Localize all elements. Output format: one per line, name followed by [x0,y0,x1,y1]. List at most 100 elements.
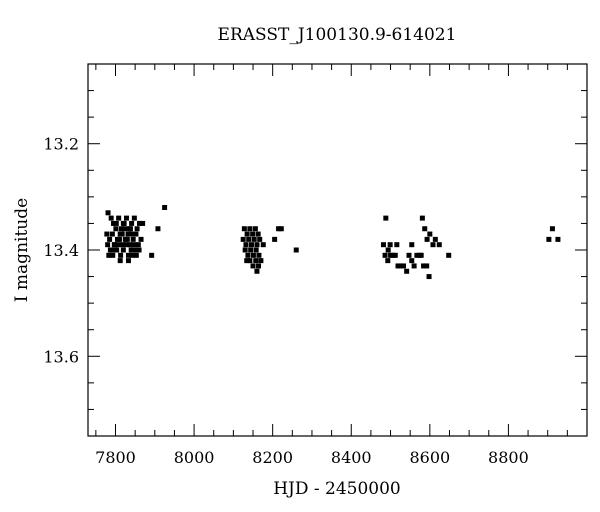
y-axis-title: I magnitude [12,198,32,302]
plot-frame [87,63,588,437]
data-point [123,242,129,248]
data-point [135,242,141,248]
data-point [398,263,404,269]
data-point [382,252,388,258]
data-point [109,231,115,237]
data-point [111,220,117,226]
data-point [427,231,433,237]
data-point [387,242,393,248]
data-point [388,252,394,258]
data-point [118,252,124,258]
data-point [133,252,139,258]
data-point [380,242,386,248]
data-point [117,258,123,264]
data-point [127,242,133,248]
data-point [246,236,252,242]
data-point [149,252,155,258]
data-point [125,252,131,258]
data-point [116,215,122,221]
data-point [253,258,259,264]
data-point [385,258,391,264]
data-point [110,252,116,258]
data-point [250,231,256,237]
y-tick-labels: 13.2 13.4 13.6 [43,135,79,367]
axis-ticks [88,64,588,436]
data-point [111,242,117,248]
y-tick-label: 13.2 [43,135,79,154]
data-point [120,247,126,253]
data-point [411,263,417,269]
data-point [124,215,130,221]
data-point [424,236,430,242]
data-point [245,252,251,258]
x-tick-label: 8400 [331,448,372,467]
data-point [272,236,278,242]
data-point [404,268,410,274]
data-point [127,226,133,232]
data-point [240,236,246,242]
data-point [133,231,139,237]
data-point [430,242,436,248]
data-point [104,231,110,237]
data-point [422,226,428,232]
data-point [251,236,257,242]
data-point [549,226,555,232]
data-point [116,236,122,242]
data-point [241,226,247,232]
y-tick-label: 13.4 [43,241,79,260]
data-point [385,247,391,253]
data-points [104,204,561,280]
data-point [119,231,125,237]
data-point [254,242,260,248]
data-point [247,258,253,264]
data-point [140,220,146,226]
data-point [546,236,552,242]
data-point [254,268,260,274]
data-point [105,242,111,248]
data-point [162,204,168,210]
x-tick-label: 8600 [409,448,450,467]
data-point [250,263,256,269]
data-point [406,252,412,258]
data-point [414,252,420,258]
data-point [129,231,135,237]
data-point [122,226,128,232]
data-point [432,236,438,242]
data-point [108,215,114,221]
data-point [278,226,284,232]
data-point [244,231,250,237]
data-point [395,263,401,269]
data-point [426,274,432,280]
data-point [115,242,121,248]
data-point [418,252,424,258]
data-point [260,242,266,248]
data-point [258,258,264,264]
chart-title: ERASST_J100130.9-614021 [218,25,457,45]
data-point [132,247,138,253]
data-point [392,252,398,258]
data-point [409,258,415,264]
data-point [131,242,137,248]
data-point [128,247,134,253]
data-point [248,242,254,248]
data-point [129,220,135,226]
data-point [256,252,262,258]
data-point [120,220,126,226]
data-point [107,236,113,242]
data-point [401,263,407,269]
data-point [409,242,415,248]
data-point [276,226,282,232]
data-point [436,242,442,248]
x-tick-label: 8200 [252,448,293,467]
x-axis-title: HJD - 2450000 [273,479,401,499]
data-point [255,231,261,237]
data-point [383,215,389,221]
data-point [256,263,262,269]
data-point [125,231,131,237]
data-point [129,252,135,258]
data-point [250,252,256,258]
data-point [248,247,254,253]
data-point [247,226,253,232]
x-tick-label: 8800 [488,448,529,467]
